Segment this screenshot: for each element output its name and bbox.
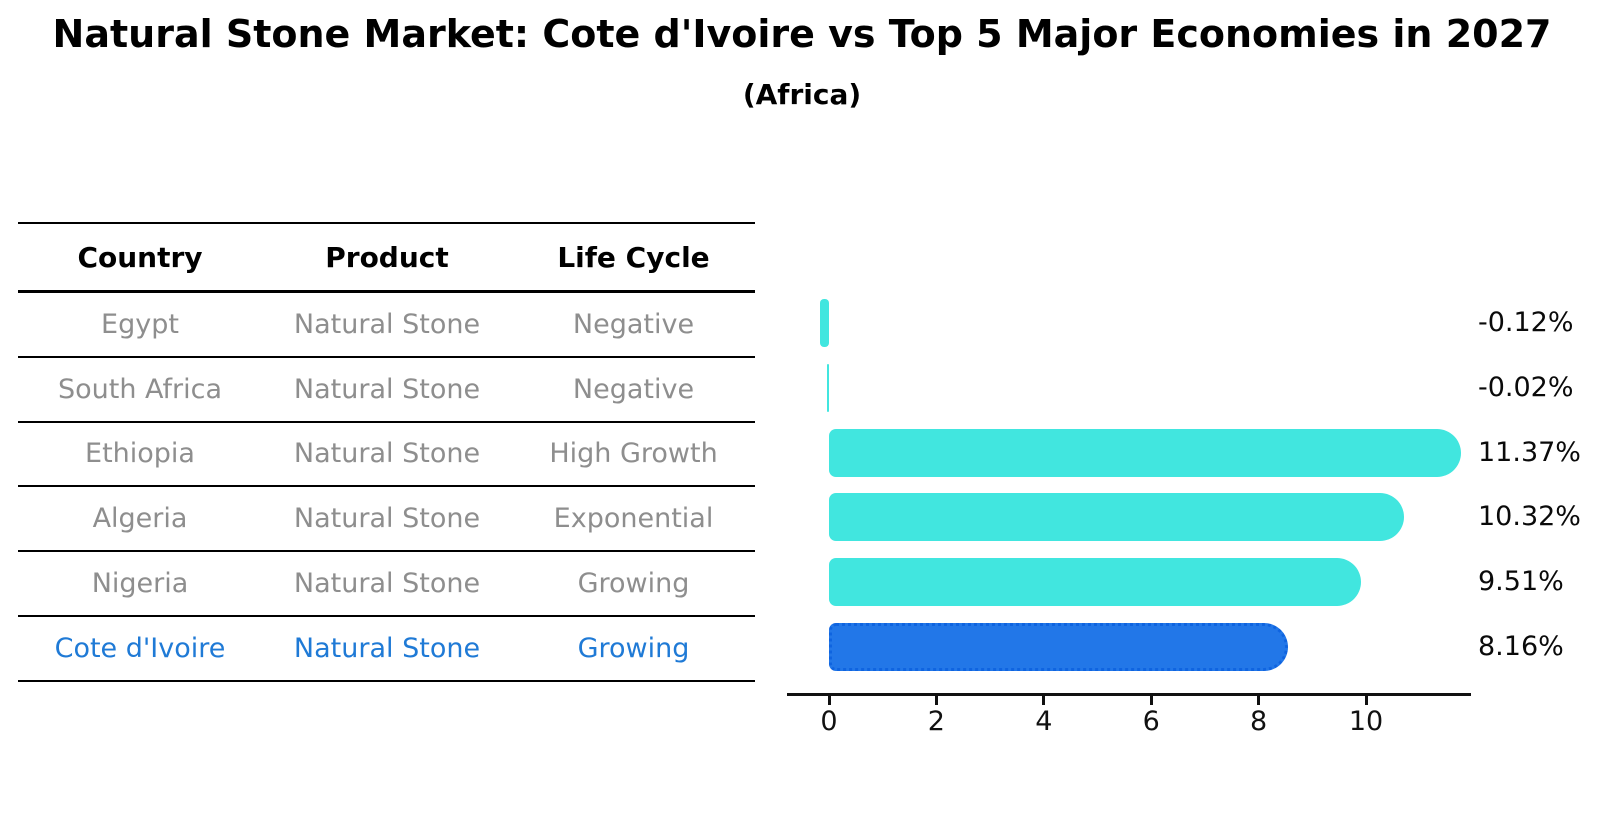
x-axis-tick [1149, 696, 1153, 705]
cell-life-cycle: Negative [572, 308, 695, 340]
comparison-table: Country Product Life Cycle Egypt Natural… [18, 222, 755, 682]
x-axis-tick-label: 0 [820, 706, 838, 737]
cell-product: Natural Stone [293, 308, 481, 340]
bar-value-label-cote-d-ivoire: 8.16% [1478, 631, 1564, 662]
table-header-row: Country Product Life Cycle [18, 224, 755, 293]
table-row: South Africa Natural Stone Negative [18, 358, 755, 423]
table-body: Egypt Natural Stone Negative South Afric… [18, 293, 755, 682]
column-header-product: Product [325, 240, 449, 274]
x-axis-tick-label: 8 [1250, 706, 1268, 737]
column-header-life-cycle: Life Cycle [557, 240, 710, 274]
cell-country: Algeria [92, 503, 188, 535]
bar-value-label-ethiopia: 11.37% [1478, 436, 1581, 468]
bar-value-label-nigeria: 9.51% [1478, 566, 1564, 598]
bar-egypt [819, 299, 829, 347]
cell-product: Natural Stone [293, 503, 481, 535]
bar-value-label-algeria: 10.32% [1478, 501, 1581, 533]
x-axis-tick-label: 4 [1035, 706, 1053, 737]
table-row: Algeria Natural Stone Exponential [18, 487, 755, 553]
x-axis-tick-label: 10 [1348, 706, 1384, 737]
x-axis-line [787, 693, 1471, 696]
cell-country: South Africa [57, 373, 223, 405]
table-row: Nigeria Natural Stone Growing [18, 552, 755, 617]
cell-product: Natural Stone [293, 438, 481, 470]
cell-product: Natural Stone [293, 568, 481, 600]
x-axis-tick [934, 696, 938, 705]
cell-life-cycle: Growing [577, 632, 690, 664]
cell-life-cycle: Growing [577, 568, 690, 600]
chart-title: Natural Stone Market: Cote d'Ivoire vs T… [52, 12, 1552, 56]
x-axis-tick-label: 6 [1142, 706, 1160, 737]
table-row: Egypt Natural Stone Negative [18, 293, 755, 358]
table-row: Ethiopia Natural Stone High Growth [18, 423, 755, 488]
cell-country: Ethiopia [85, 438, 195, 470]
cell-life-cycle: High Growth [549, 438, 718, 470]
bar-ethiopia [829, 428, 1461, 477]
x-axis-tick [1364, 696, 1368, 705]
x-axis-tick-label: 2 [927, 706, 945, 737]
bar-cote-d-ivoire [829, 623, 1289, 671]
cell-product: Natural Stone [293, 632, 481, 664]
cell-product: Natural Stone [293, 373, 481, 405]
bar-value-label-south-africa: -0.02% [1478, 371, 1574, 403]
bar-algeria [829, 493, 1405, 542]
x-axis-tick [1042, 696, 1046, 705]
bar-value-label-egypt: -0.12% [1478, 307, 1574, 338]
cell-country: Egypt [101, 308, 179, 340]
cell-country: Nigeria [91, 568, 189, 600]
bar-nigeria [829, 558, 1361, 607]
column-header-country: Country [77, 240, 203, 274]
table-row: Cote d'Ivoire Natural Stone Growing [18, 617, 755, 682]
x-axis-tick [1257, 696, 1261, 705]
x-axis-tick [827, 696, 831, 705]
bar-south-africa [827, 363, 829, 412]
cell-life-cycle: Negative [572, 373, 695, 405]
chart-subtitle: (Africa) [742, 78, 862, 111]
cell-country: Cote d'Ivoire [54, 632, 226, 664]
cell-life-cycle: Exponential [553, 503, 714, 535]
